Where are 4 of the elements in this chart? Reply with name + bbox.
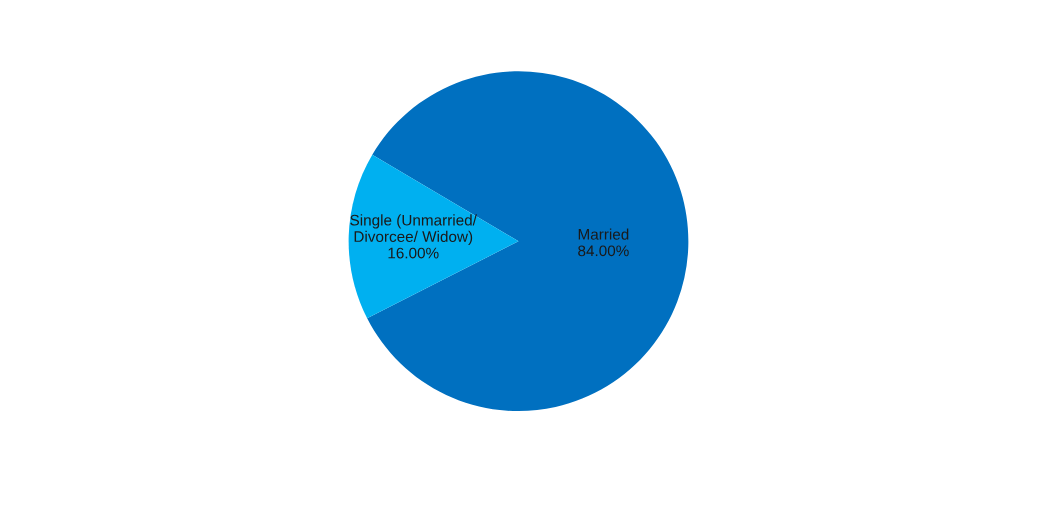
slice-label: Single (Unmarried/ Divorcee/ Widow) <box>350 214 477 246</box>
data-label: 84.00% <box>578 245 629 257</box>
slice-label: Married <box>578 228 629 240</box>
data-label: 16.00% <box>388 247 439 259</box>
